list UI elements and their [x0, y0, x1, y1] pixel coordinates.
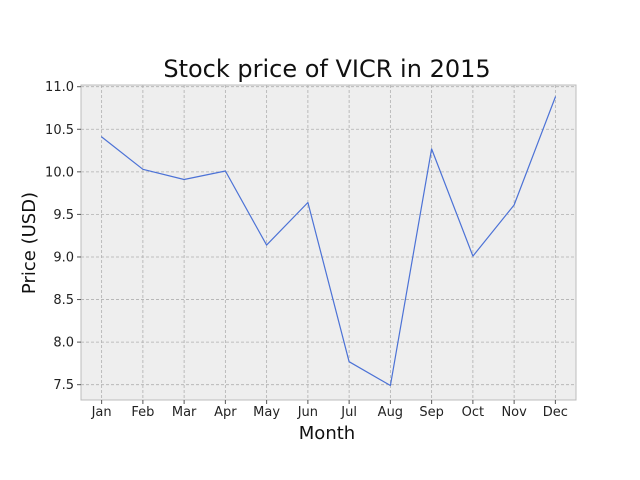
- x-axis-label: Month: [299, 423, 355, 444]
- series-line: [100, 96, 557, 387]
- x-tick-label: Mar: [172, 405, 197, 420]
- x-tick-label: Apr: [214, 405, 237, 420]
- y-tick-label: 8.5: [53, 293, 74, 308]
- x-tick-label: Jun: [297, 405, 318, 420]
- x-tick-label: Nov: [501, 405, 527, 420]
- plot-frame: [80, 84, 577, 401]
- chart-title: Stock price of VICR in 2015: [163, 55, 490, 83]
- y-tick-label: 10.0: [45, 165, 74, 180]
- y-tick-label: 8.0: [53, 336, 74, 351]
- x-tick-label: Aug: [378, 405, 403, 420]
- x-tick-label: Feb: [131, 405, 154, 420]
- y-tick-label: 9.0: [53, 250, 74, 265]
- y-axis-label: Price (USD): [19, 192, 40, 294]
- x-tick-label: Dec: [543, 405, 568, 420]
- x-tick-label: May: [253, 405, 280, 420]
- y-tick-label: 9.5: [53, 208, 74, 223]
- y-tick-label: 10.5: [45, 123, 74, 138]
- x-tick-label: Sep: [419, 405, 444, 420]
- x-tick-label: Jan: [91, 405, 112, 420]
- x-tick-label: Jul: [340, 405, 357, 420]
- y-tick-label: 11.0: [45, 80, 74, 95]
- plot-area: [81, 85, 576, 400]
- y-tick-label: 7.5: [53, 378, 74, 393]
- x-tick-label: Oct: [462, 405, 484, 420]
